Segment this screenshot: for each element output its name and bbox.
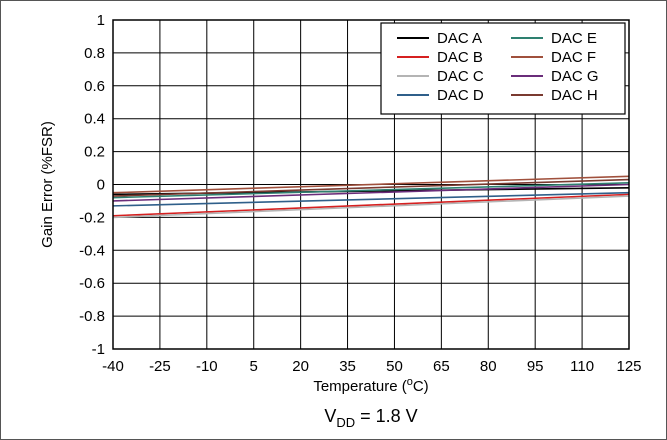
x-tick-label: -25 xyxy=(149,358,171,375)
legend-label-dac-f: DAC F xyxy=(551,49,596,66)
y-tick-label: -0.6 xyxy=(79,275,105,292)
y-axis-title: Gain Error (%FSR) xyxy=(39,121,56,248)
x-tick-label: -40 xyxy=(102,358,124,375)
x-tick-label: 20 xyxy=(292,358,309,375)
x-tick-label: 5 xyxy=(250,358,258,375)
x-tick-label: 65 xyxy=(433,358,450,375)
caption-end: = 1.8 V xyxy=(355,406,418,426)
series-line-dac-b xyxy=(112,193,630,217)
legend-label-dac-e: DAC E xyxy=(551,30,597,47)
x-tick-label: -10 xyxy=(196,358,218,375)
y-tick-label: 0.4 xyxy=(84,111,105,128)
series-line-dac-e xyxy=(112,182,630,199)
x-tick-label: 50 xyxy=(386,358,403,375)
series-layer xyxy=(112,175,630,219)
x-axis-title-degree: o xyxy=(407,376,413,388)
y-tick-label: 0.8 xyxy=(84,45,105,62)
y-tick-label: 0 xyxy=(97,177,105,194)
caption-subscript: DD xyxy=(336,415,355,430)
caption-main: V xyxy=(324,406,336,426)
y-tick-label: 0.2 xyxy=(84,144,105,161)
series-line-dac-h xyxy=(112,178,630,197)
y-tick-label: 0.6 xyxy=(84,78,105,95)
x-axis-title-main: Temperature ( xyxy=(313,378,406,395)
legend-label-dac-a: DAC A xyxy=(437,30,482,47)
y-tick-label: -0.2 xyxy=(79,209,105,226)
plot-border xyxy=(112,19,630,350)
y-tick-label: 1 xyxy=(97,12,105,29)
x-tick-label: 95 xyxy=(527,358,544,375)
x-tick-label: 110 xyxy=(570,358,594,375)
series-line-dac-c xyxy=(112,195,630,219)
y-tick-label: -0.4 xyxy=(79,242,105,259)
x-tick-label: 80 xyxy=(480,358,497,375)
series-line-dac-g xyxy=(112,183,630,202)
legend-label-dac-g: DAC G xyxy=(551,68,599,85)
legend-label-dac-b: DAC B xyxy=(437,49,483,66)
x-axis-title-unit: C) xyxy=(413,378,429,395)
y-tick-label: -1 xyxy=(92,341,105,358)
series-line-dac-d xyxy=(112,191,630,207)
legend: DAC A DAC B DAC C DAC D DAC E DAC F DAC G DAC H xyxy=(380,22,626,115)
x-tick-label: 125 xyxy=(616,358,641,375)
legend-label-dac-d: DAC D xyxy=(437,87,484,104)
x-tick-labels: -40 -25 -10 5 20 35 50 65 80 95 110 125 xyxy=(102,358,641,375)
x-axis-title: Temperature (oC) xyxy=(313,376,428,395)
legend-label-dac-c: DAC C xyxy=(437,68,484,85)
chart-caption: VDD = 1.8 V xyxy=(324,406,417,430)
y-tick-label: -0.8 xyxy=(79,308,105,325)
y-tick-labels: -1 -0.8 -0.6 -0.4 -0.2 0 0.2 0.4 0.6 0.8 1 xyxy=(79,12,105,358)
series-line-dac-f xyxy=(112,175,630,194)
x-tick-label: 35 xyxy=(339,358,356,375)
legend-label-dac-h: DAC H xyxy=(551,87,598,104)
